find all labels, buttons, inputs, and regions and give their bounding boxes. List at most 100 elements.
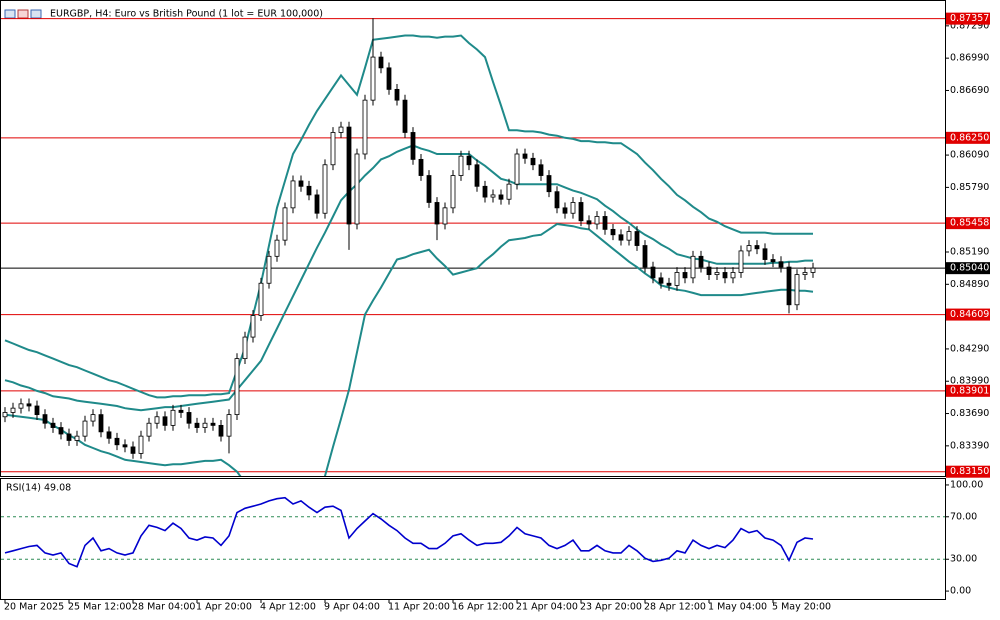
- candle-body: [58, 427, 64, 435]
- candle-body: [274, 239, 280, 257]
- candle-body: [802, 272, 808, 276]
- candle-body: [218, 424, 224, 437]
- band-middle: [4, 144, 813, 412]
- rsi-tick-label: 100.00: [950, 479, 983, 490]
- candle-body: [586, 220, 592, 225]
- candle-body: [298, 180, 304, 187]
- candle-body: [386, 67, 392, 90]
- candle-body: [786, 266, 792, 306]
- candle-body: [634, 231, 640, 246]
- candle-body: [690, 255, 696, 279]
- candle-body: [282, 207, 288, 241]
- candle-body: [290, 180, 296, 209]
- candle-body: [210, 422, 216, 426]
- candle-body: [746, 245, 752, 252]
- candle-body: [610, 228, 616, 236]
- candle-body: [682, 272, 688, 279]
- candle-body: [178, 409, 184, 413]
- y-tick-label: 0.84290: [950, 343, 989, 354]
- x-tick-label: 1 Apr 20:00: [196, 602, 252, 613]
- candle-body: [330, 132, 336, 166]
- candle-body: [666, 282, 672, 286]
- level-label: 0.86250: [950, 132, 989, 143]
- candle-body: [506, 183, 512, 200]
- y-tick-label: 0.86090: [950, 150, 989, 161]
- candle-body: [322, 164, 328, 214]
- x-tick-label: 11 Apr 20:00: [388, 602, 450, 613]
- plot-area: [1, 18, 945, 476]
- candle-body: [434, 202, 440, 225]
- candle-body: [338, 126, 344, 133]
- candle-body: [466, 155, 472, 166]
- candle-body: [106, 431, 112, 439]
- candle-body: [674, 272, 680, 286]
- candle-body: [546, 175, 552, 193]
- candle-body: [450, 175, 456, 209]
- candle-body: [130, 446, 136, 454]
- candle-body: [234, 358, 240, 416]
- candle-body: [778, 261, 784, 268]
- candle-body: [354, 153, 360, 225]
- candle-body: [602, 216, 608, 230]
- y-tick-label: 0.86990: [950, 53, 989, 64]
- level-label: 0.83901: [950, 385, 989, 396]
- level-label: 0.87357: [950, 13, 989, 24]
- level-label: 0.84609: [950, 309, 989, 320]
- y-tick-label: 0.83390: [950, 440, 989, 451]
- candle-body: [266, 255, 272, 284]
- candle-body: [66, 433, 72, 441]
- candle-body: [394, 88, 400, 101]
- y-tick-label: 0.83690: [950, 408, 989, 419]
- candle-body: [554, 191, 560, 209]
- candle-body: [530, 157, 536, 166]
- rsi-tick-label: 70.00: [950, 511, 977, 522]
- candle-body: [146, 422, 152, 437]
- rsi-frame: [0, 478, 946, 600]
- candle-body: [810, 267, 816, 273]
- candle-body: [42, 414, 48, 424]
- level-label: 0.85458: [950, 218, 989, 229]
- x-tick-label: 16 Apr 12:00: [452, 602, 514, 613]
- candle-body: [258, 282, 264, 316]
- candle-body: [162, 416, 168, 426]
- x-tick-label: 1 May 04:00: [708, 602, 767, 613]
- candle-body: [650, 266, 656, 279]
- candle-body: [18, 403, 24, 409]
- x-tick-label: 28 Mar 04:00: [132, 602, 195, 613]
- candle-body: [418, 158, 424, 176]
- candle-body: [154, 416, 160, 424]
- candle-body: [538, 164, 544, 176]
- candle-body: [250, 315, 256, 338]
- y-tick-label: 0.85790: [950, 182, 989, 193]
- candle-body: [74, 435, 80, 441]
- candle-body: [314, 194, 320, 214]
- candle-body: [482, 185, 488, 198]
- candle-body: [26, 403, 32, 407]
- candle-body: [722, 272, 728, 279]
- candle-body: [370, 56, 376, 101]
- candle-body: [34, 405, 40, 416]
- candle-body: [442, 207, 448, 225]
- candle-body: [346, 126, 352, 225]
- candle-body: [658, 277, 664, 284]
- candle-body: [458, 155, 464, 176]
- candle-body: [562, 207, 568, 214]
- candle-body: [202, 422, 208, 428]
- candle-body: [186, 412, 192, 424]
- x-tick-label: 28 Apr 12:00: [644, 602, 706, 613]
- x-tick-label: 23 Apr 20:00: [580, 602, 642, 613]
- candle-body: [698, 255, 704, 268]
- candle-body: [762, 248, 768, 260]
- level-tag: [946, 131, 990, 144]
- candle-body: [10, 407, 16, 413]
- candle-body: [306, 185, 312, 196]
- candle-body: [522, 153, 528, 159]
- price-tag: [946, 262, 990, 275]
- candle-body: [122, 444, 128, 448]
- y-tick-label: 0.87290: [950, 20, 989, 31]
- candle-body: [50, 422, 56, 428]
- rsi-title: RSI(14) 49.08: [6, 483, 71, 494]
- toolbar-icons: [4, 9, 42, 19]
- level-tag: [946, 217, 990, 230]
